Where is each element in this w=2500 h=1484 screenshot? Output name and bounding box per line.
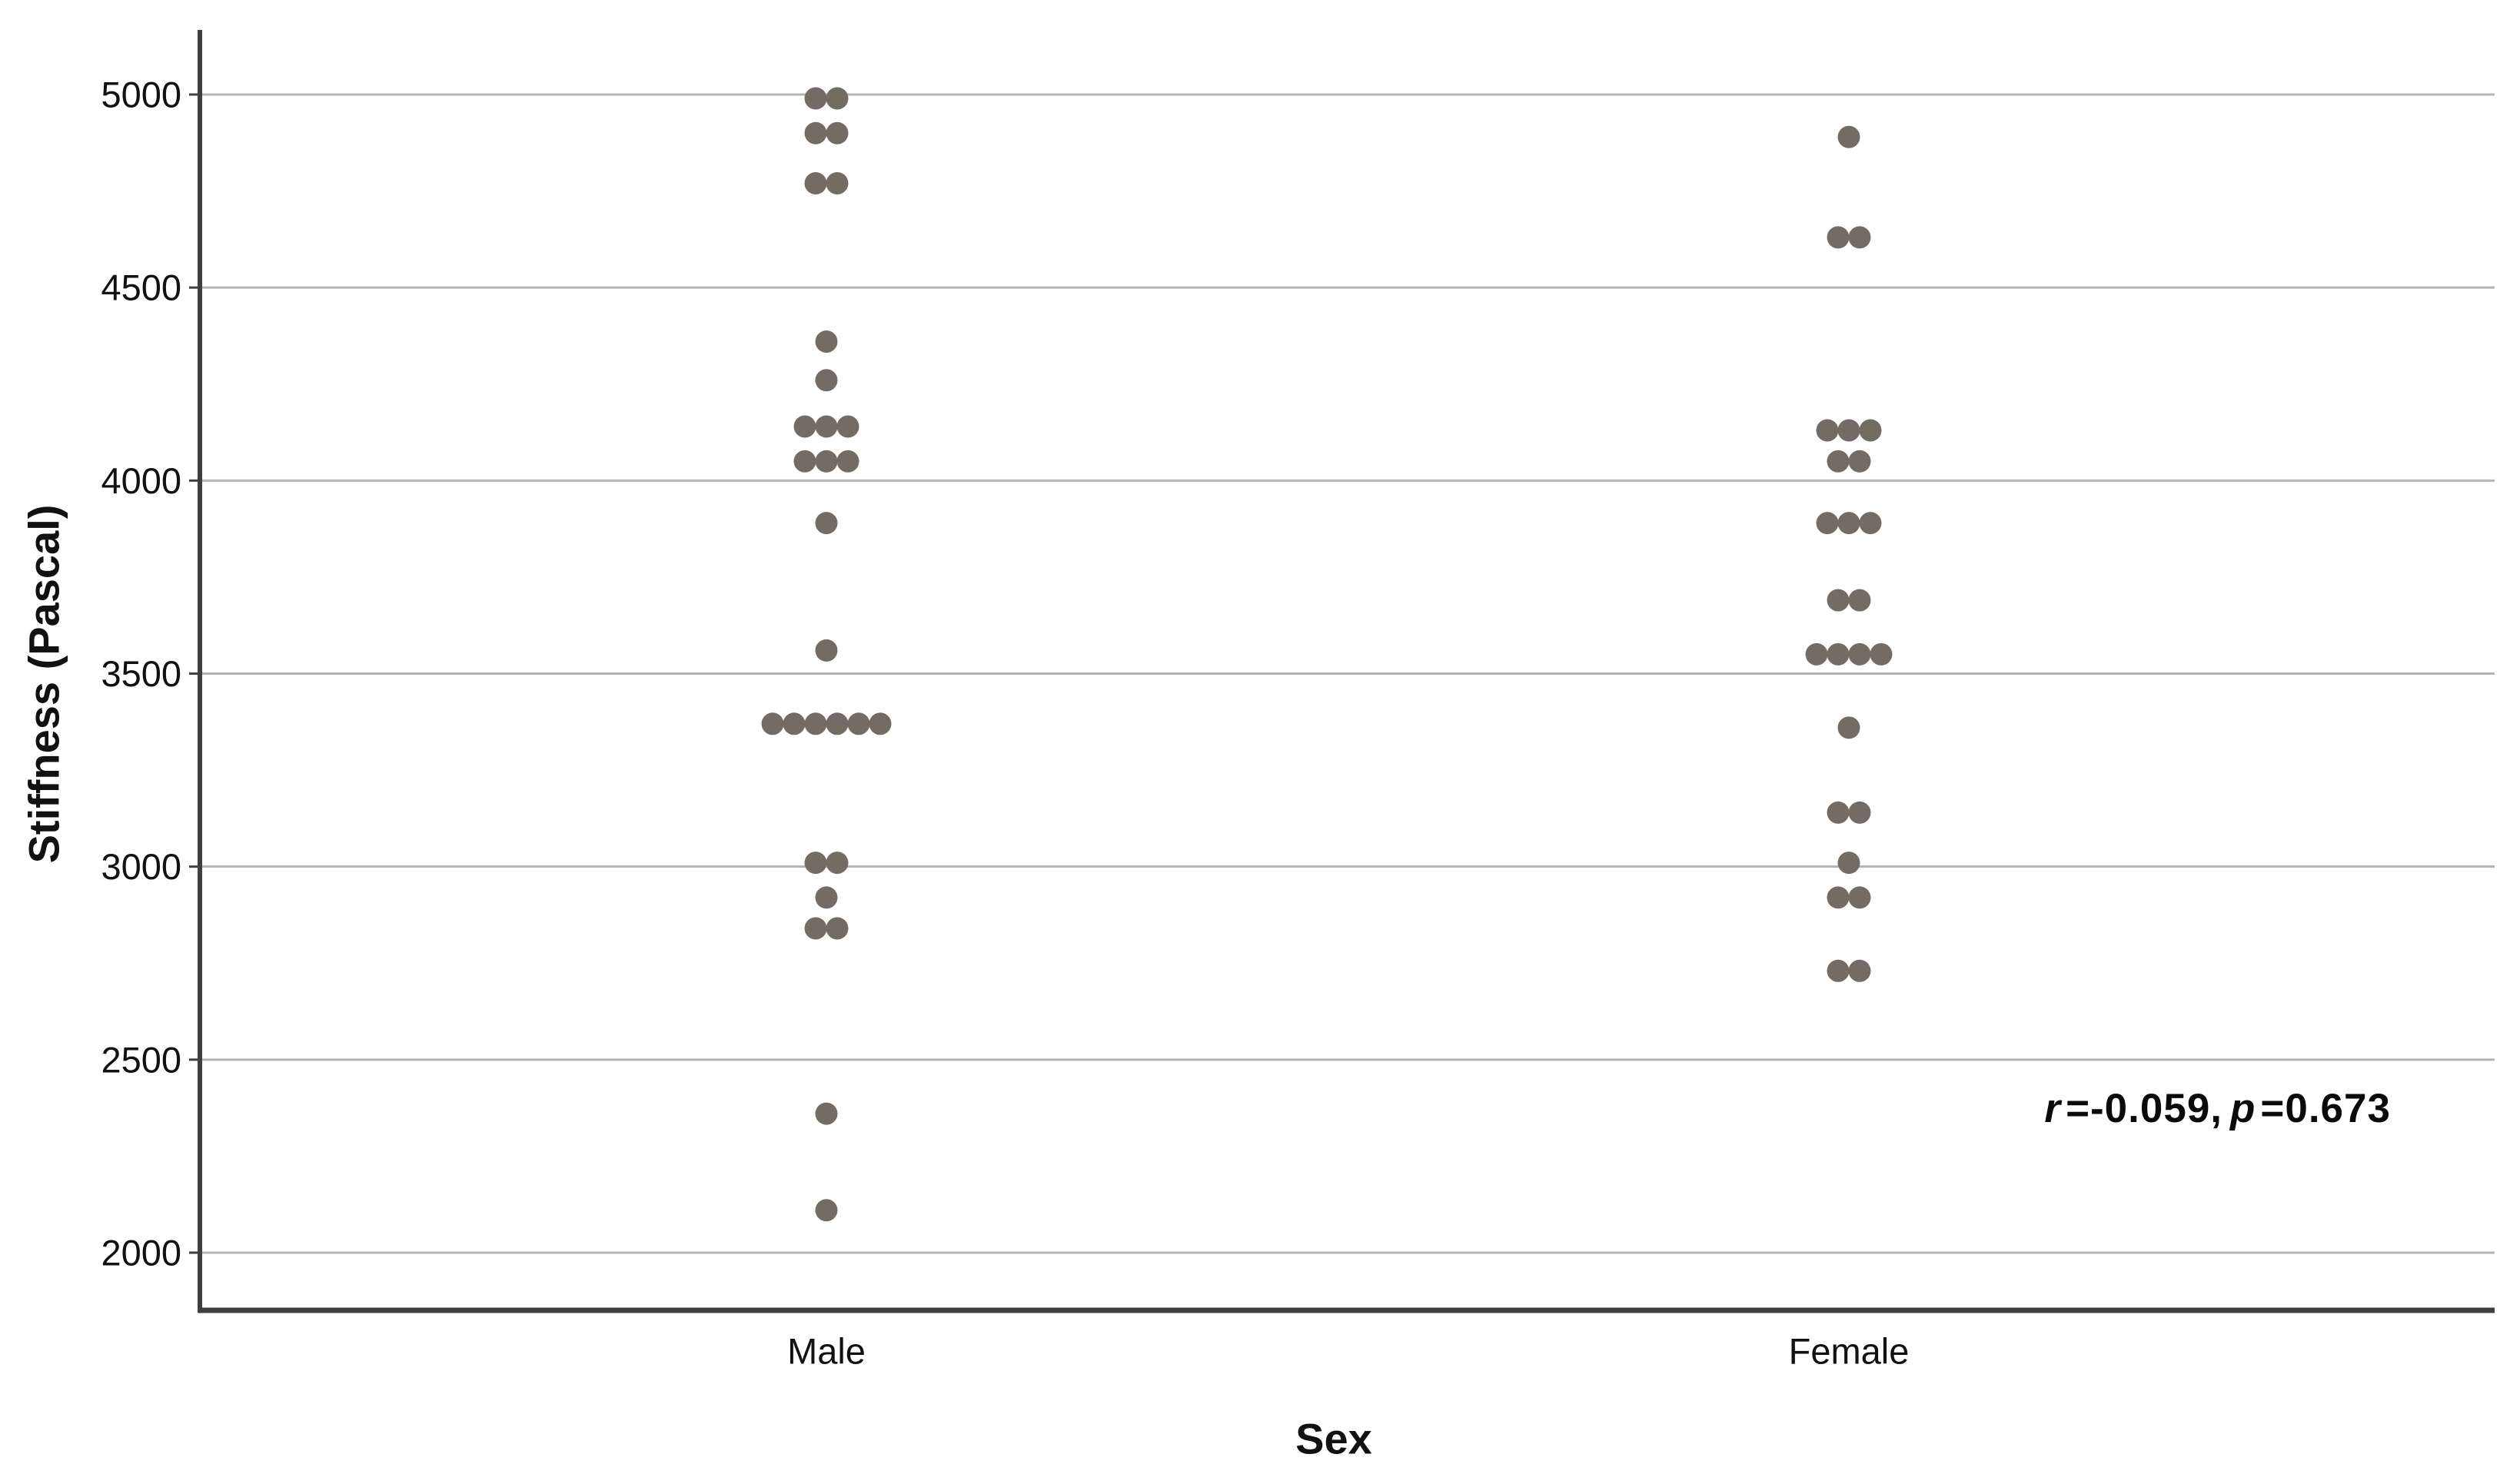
data-point-male-4770 bbox=[826, 172, 849, 195]
data-point-male-4140 bbox=[793, 415, 816, 438]
y-tick-label-4500: 4500 bbox=[101, 267, 181, 308]
data-point-female-3690 bbox=[1848, 589, 1871, 612]
data-point-male-2110 bbox=[815, 1199, 838, 1222]
x-axis-title: Sex bbox=[1295, 1414, 1372, 1463]
data-point-female-3550 bbox=[1848, 642, 1871, 666]
data-point-male-4770 bbox=[804, 172, 827, 195]
y-tick-label-2000: 2000 bbox=[101, 1232, 181, 1273]
data-point-male-3370 bbox=[826, 712, 849, 735]
data-point-male-4050 bbox=[836, 450, 859, 473]
data-point-male-4140 bbox=[815, 415, 838, 438]
data-point-female-3550 bbox=[1827, 642, 1850, 666]
y-tick-label-5000: 5000 bbox=[101, 74, 181, 115]
y-axis-title: Stiffness (Pascal) bbox=[19, 504, 68, 864]
data-point-female-4630 bbox=[1827, 226, 1850, 249]
data-point-female-4050 bbox=[1827, 450, 1850, 473]
data-point-male-3010 bbox=[804, 852, 827, 875]
data-point-female-4130 bbox=[1816, 419, 1839, 442]
y-tick-label-3000: 3000 bbox=[101, 846, 181, 887]
data-point-male-2840 bbox=[804, 917, 827, 940]
x-tick-label-male: Male bbox=[787, 1330, 866, 1372]
r-value: =-0.059, bbox=[2066, 1086, 2223, 1131]
data-point-female-4890 bbox=[1837, 125, 1860, 148]
data-point-female-4050 bbox=[1848, 450, 1871, 473]
data-point-male-4900 bbox=[804, 121, 827, 144]
data-point-female-3360 bbox=[1837, 716, 1860, 739]
data-point-female-3890 bbox=[1837, 512, 1860, 535]
data-point-female-4630 bbox=[1848, 226, 1871, 249]
y-tick-label-3500: 3500 bbox=[101, 653, 181, 694]
data-point-female-2920 bbox=[1827, 886, 1850, 909]
p-value: =0.673 bbox=[2260, 1086, 2391, 1131]
data-point-male-3370 bbox=[869, 712, 892, 735]
data-point-male-4990 bbox=[804, 87, 827, 110]
data-point-male-2920 bbox=[815, 886, 838, 909]
y-tick-label-4000: 4000 bbox=[101, 460, 181, 501]
data-point-female-3010 bbox=[1837, 852, 1860, 875]
data-point-female-3890 bbox=[1816, 512, 1839, 535]
data-point-male-2840 bbox=[826, 917, 849, 940]
data-point-female-3690 bbox=[1827, 589, 1850, 612]
data-point-male-3010 bbox=[826, 852, 849, 875]
data-point-male-4900 bbox=[826, 121, 849, 144]
data-point-female-2920 bbox=[1848, 886, 1871, 909]
stats-annotation: r =-0.059, p =0.673 bbox=[2044, 1085, 2391, 1132]
data-point-male-3560 bbox=[815, 639, 838, 662]
data-point-male-3370 bbox=[761, 712, 784, 735]
data-point-male-4990 bbox=[826, 87, 849, 110]
data-point-female-3140 bbox=[1827, 801, 1850, 824]
data-point-male-3370 bbox=[783, 712, 806, 735]
data-point-male-4260 bbox=[815, 369, 838, 392]
data-point-male-2360 bbox=[815, 1102, 838, 1125]
p-symbol: p bbox=[2230, 1086, 2256, 1131]
data-point-female-4130 bbox=[1859, 419, 1882, 442]
data-point-male-4050 bbox=[815, 450, 838, 473]
data-point-female-3890 bbox=[1859, 512, 1882, 535]
data-point-female-4130 bbox=[1837, 419, 1860, 442]
data-point-male-3370 bbox=[804, 712, 827, 735]
data-point-female-3140 bbox=[1848, 801, 1871, 824]
data-point-male-4140 bbox=[836, 415, 859, 438]
data-point-male-4360 bbox=[815, 330, 838, 353]
data-point-female-2730 bbox=[1827, 959, 1850, 982]
data-point-male-3370 bbox=[847, 712, 870, 735]
data-point-male-3890 bbox=[815, 512, 838, 535]
y-tick-label-2500: 2500 bbox=[101, 1039, 181, 1080]
r-symbol: r bbox=[2044, 1086, 2062, 1131]
data-point-female-3550 bbox=[1870, 642, 1893, 666]
x-tick-label-female: Female bbox=[1788, 1330, 1910, 1372]
data-point-female-3550 bbox=[1805, 642, 1828, 666]
data-point-female-2730 bbox=[1848, 959, 1871, 982]
data-point-male-4050 bbox=[793, 450, 816, 473]
